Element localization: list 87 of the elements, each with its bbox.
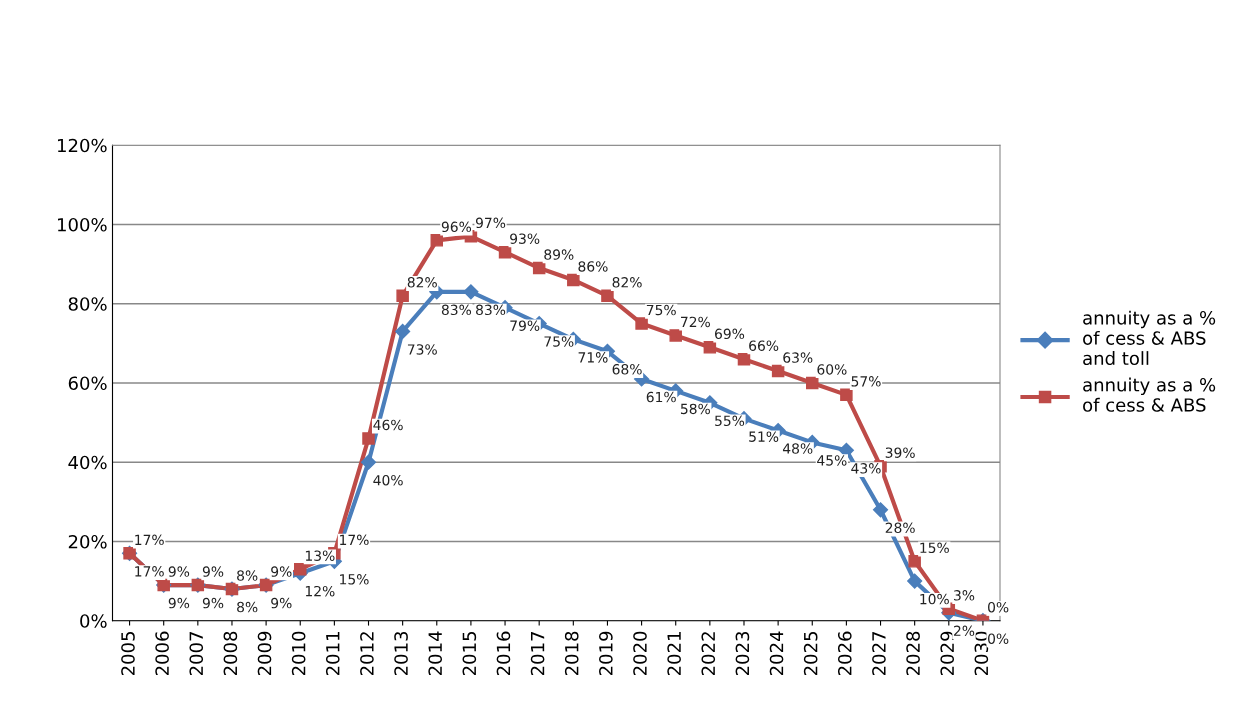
data-label: 17% [340,534,369,546]
y-tick-label: 20% [68,534,107,549]
data-label: 83% [441,304,472,316]
x-tick-label: 2025 [803,632,818,676]
data-label: 61% [646,391,676,403]
data-label: 58% [680,403,710,415]
y-tick-label: 40% [68,455,107,470]
data-label: 72% [681,316,710,328]
x-tick-label: 2026 [837,631,852,676]
data-label: 63% [783,352,813,363]
x-tick-label: 2018 [564,631,579,676]
x-tick-label: 2027 [872,632,886,676]
data-label: 10% [920,593,949,605]
legend-label: annuity as a % of cess & ABS [1083,377,1216,412]
data-label: 9% [202,566,224,577]
data-label: 73% [407,344,437,355]
x-tick-label: 2029 [940,631,955,676]
data-label: 82% [407,277,437,288]
x-tick-label: 2009 [257,631,272,676]
legend-label: annuity as a % of cess & ABS and toll [1083,310,1216,366]
data-label: 46% [373,419,403,431]
data-label: 3% [954,590,975,601]
data-label: 93% [510,233,540,244]
data-label: 43% [851,463,881,474]
data-label: 9% [202,597,224,609]
data-label: 75% [544,336,574,347]
x-tick-label: 2030 [974,631,989,676]
data-label: 48% [782,443,813,454]
y-tick-label: 80% [68,297,107,311]
data-label: 0% [988,601,1009,613]
x-tick-label: 2023 [735,631,750,676]
x-tick-label: 2005 [121,632,135,676]
y-tick-label: 100% [58,217,107,232]
data-label: 13% [305,550,335,561]
data-label: 66% [749,340,779,351]
x-tick-label: 2028 [906,631,920,676]
data-label: 8% [237,601,258,613]
data-label: 15% [340,574,369,585]
data-label: 17% [135,534,164,546]
x-tick-label: 2021 [667,632,681,676]
data-label: 79% [510,320,540,331]
data-label: 40% [373,474,403,486]
data-label: 96% [441,221,472,233]
x-tick-label: 2010 [291,631,306,676]
data-label: 97% [475,217,506,229]
data-label: 55% [715,415,745,427]
data-label: 83% [476,304,506,316]
data-label: 89% [544,249,574,260]
x-tick-label: 2019 [599,631,613,676]
x-tick-label: 2024 [769,631,784,676]
data-label: 2% [953,625,975,637]
data-label: 8% [237,570,258,581]
x-tick-label: 2022 [701,632,716,676]
data-label: 82% [612,277,642,288]
data-label: 75% [646,304,676,316]
x-tick-label: 2015 [462,632,477,676]
y-tick-label: 0% [80,614,107,628]
data-label: 69% [714,328,745,340]
x-tick-label: 2008 [223,631,238,676]
x-tick-label: 2020 [633,631,647,676]
x-tick-label: 2011 [325,632,340,676]
data-label: 45% [817,455,847,466]
data-label: 9% [168,597,190,609]
data-label: 39% [885,447,915,458]
x-tick-label: 2006 [155,631,169,676]
data-label: 9% [271,566,292,577]
x-tick-label: 2016 [496,631,511,676]
data-label: 86% [578,261,608,272]
data-label: 60% [817,364,847,375]
data-label: 17% [135,566,164,577]
x-tick-label: 2017 [530,632,545,676]
data-label: 12% [305,585,335,597]
data-label: 28% [885,522,915,534]
data-label: 9% [168,566,190,577]
x-tick-label: 2012 [360,632,374,676]
x-tick-label: 2013 [394,631,408,676]
x-tick-label: 2014 [428,631,443,676]
data-label: 9% [271,597,292,609]
x-tick-label: 2007 [189,632,204,676]
data-label: 71% [578,352,608,363]
data-label: 68% [612,364,642,375]
data-label: 0% [988,633,1009,644]
y-tick-label: 120% [58,138,107,153]
data-label: 51% [749,431,779,442]
y-tick-label: 60% [68,376,107,391]
data-label: 15% [920,542,949,554]
data-label: 57% [851,376,881,387]
